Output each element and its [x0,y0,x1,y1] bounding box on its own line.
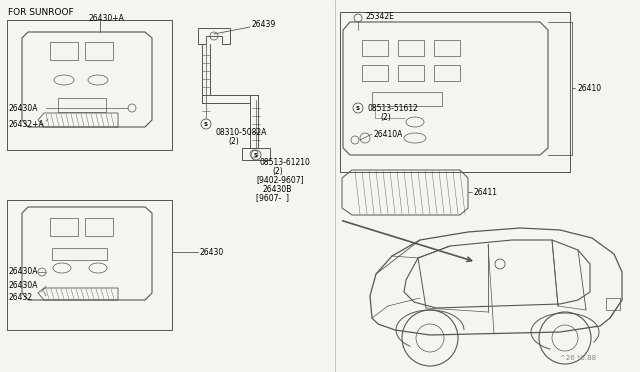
Text: 26430A: 26430A [8,282,38,291]
Bar [362,40,388,56]
Bar [398,65,424,81]
Bar [50,218,78,236]
Text: 08310-5082A: 08310-5082A [216,128,268,137]
Text: 26432+A: 26432+A [8,119,44,128]
Text: ^26 *0.88: ^26 *0.88 [560,355,596,361]
Text: 26432: 26432 [8,294,32,302]
Bar [372,92,442,106]
Text: 08513-61210: 08513-61210 [260,157,311,167]
Text: S: S [204,122,208,126]
Bar [434,40,460,56]
Bar [52,248,107,260]
Bar [85,218,113,236]
Text: 26439: 26439 [252,19,276,29]
Text: 26410: 26410 [578,83,602,93]
Bar [7,200,172,330]
Text: 26430A: 26430A [8,267,38,276]
Bar [362,65,388,81]
Text: [9607-  ]: [9607- ] [256,193,289,202]
Bar [434,65,460,81]
Text: 26410A: 26410A [374,129,403,138]
Bar [398,40,424,56]
Text: (2): (2) [228,137,239,145]
Text: 08513-51612: 08513-51612 [368,103,419,112]
Text: 25342E: 25342E [366,12,395,20]
Text: FOR SUNROOF: FOR SUNROOF [8,7,74,16]
Text: 26430: 26430 [200,247,224,257]
Bar [7,20,172,150]
Text: S: S [254,153,258,157]
Text: 26430+A: 26430+A [88,13,124,22]
Text: S: S [356,106,360,110]
Text: 26430B: 26430B [263,185,292,193]
Text: (2): (2) [272,167,283,176]
Text: 26430A: 26430A [8,103,38,112]
Text: [9402-9607]: [9402-9607] [256,176,303,185]
Bar [85,42,113,60]
Bar [606,298,620,310]
Text: 26411: 26411 [474,187,498,196]
Text: (2): (2) [380,112,391,122]
Bar [50,42,78,60]
Bar [340,12,570,172]
Bar [58,98,106,112]
